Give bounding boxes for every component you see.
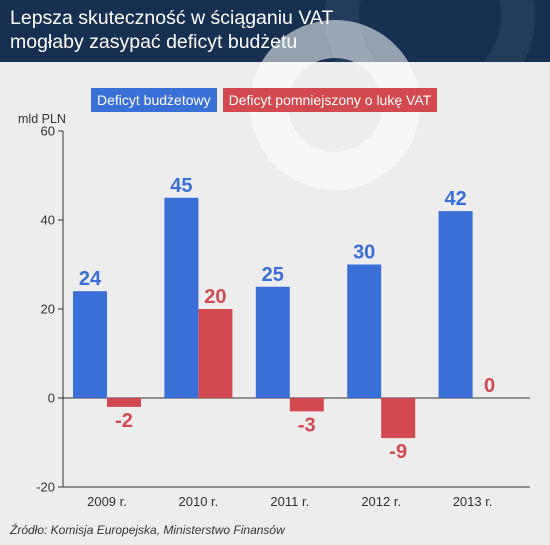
x-tick-label: 2012 r. — [361, 494, 401, 509]
bar-deficit-minus-vat-gap — [289, 398, 324, 412]
chart-title: Lepsza skuteczność w ściąganiu VAT mogła… — [10, 7, 333, 53]
bar-deficit — [73, 291, 107, 398]
bar-deficit — [164, 197, 199, 398]
bar-deficit — [347, 264, 382, 398]
legend: Deficyt budżetowy Deficyt pomniejszony o… — [91, 88, 438, 112]
x-tick-label: 2009 r. — [87, 494, 127, 509]
data-label: 0 — [484, 375, 495, 397]
data-label: 45 — [170, 175, 192, 197]
bar-deficit — [255, 286, 290, 398]
data-label: 20 — [204, 286, 226, 308]
data-label: -2 — [115, 410, 133, 432]
data-label: 42 — [444, 188, 466, 210]
legend-item-deficit: Deficyt budżetowy — [91, 88, 217, 112]
x-tick-label: 2013 r. — [453, 494, 493, 509]
y-tick-label: 0 — [48, 391, 55, 406]
y-axis-unit-label: mld PLN — [18, 112, 66, 126]
bar-deficit-minus-vat-gap — [381, 398, 416, 439]
data-label: 25 — [262, 264, 284, 286]
y-tick-label: 40 — [41, 213, 55, 228]
y-tick-label: 20 — [41, 302, 55, 317]
bar-deficit — [438, 211, 473, 398]
data-label: -3 — [298, 414, 316, 436]
y-tick-label: 60 — [41, 124, 55, 139]
legend-item-deficit-minus-vat-gap: Deficyt pomniejszony o lukę VAT — [222, 88, 438, 112]
bar-deficit-minus-vat-gap — [198, 309, 233, 398]
data-label: 30 — [353, 242, 375, 264]
source-note: Źródło: Komisja Europejska, Ministerstwo… — [10, 523, 285, 537]
x-tick-label: 2011 r. — [270, 494, 309, 509]
y-tick-label: -20 — [36, 480, 55, 495]
bar-deficit-minus-vat-gap — [107, 398, 141, 407]
data-label: 24 — [79, 268, 102, 290]
data-label: -9 — [389, 441, 407, 463]
x-tick-label: 2010 r. — [179, 494, 219, 509]
